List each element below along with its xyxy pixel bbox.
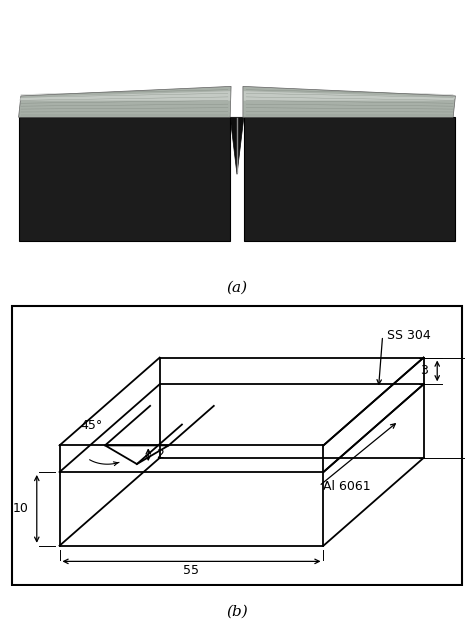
Polygon shape	[244, 91, 456, 101]
Polygon shape	[230, 117, 244, 174]
Text: 2: 2	[155, 448, 164, 461]
Text: (b): (b)	[226, 604, 248, 618]
Polygon shape	[18, 86, 231, 117]
Polygon shape	[244, 117, 456, 241]
Polygon shape	[105, 445, 169, 464]
Polygon shape	[18, 117, 230, 241]
Polygon shape	[243, 86, 456, 117]
Text: SS 304: SS 304	[387, 329, 431, 342]
Text: 55: 55	[183, 564, 200, 578]
Text: (a): (a)	[227, 280, 247, 294]
Text: 10: 10	[13, 502, 29, 515]
Polygon shape	[18, 91, 230, 101]
Text: 45°: 45°	[80, 418, 102, 432]
Text: 3: 3	[420, 365, 428, 377]
Text: Al 6061: Al 6061	[323, 480, 371, 493]
